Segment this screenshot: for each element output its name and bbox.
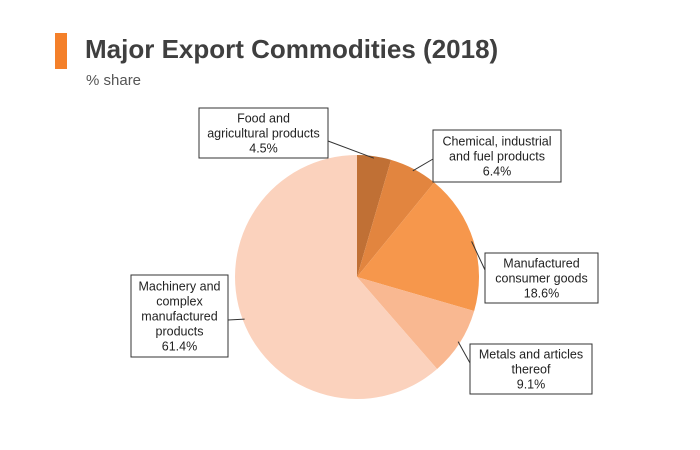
callout-leader-line: [457, 341, 471, 364]
pie-slice: [357, 159, 435, 277]
slice-category-label: Machinery and: [139, 280, 221, 294]
pie-slice: [234, 155, 438, 399]
slice-category-label: Metals and articles: [479, 348, 583, 362]
slice-category-label: agricultural products: [207, 127, 320, 141]
slice-category-label: complex: [156, 295, 203, 309]
slice-category-label: Chemical, industrial: [442, 135, 551, 149]
callout-leader-line: [412, 158, 434, 172]
callout-box: [432, 129, 562, 183]
pie-slice: [357, 155, 392, 277]
slice-category-label: Food and: [237, 112, 290, 126]
slice-value-label: 61.4%: [162, 340, 197, 354]
slice-category-label: Manufactured: [503, 257, 579, 271]
chart-title: Major Export Commodities (2018): [85, 34, 499, 64]
slice-value-label: 6.4%: [483, 165, 512, 179]
title-accent-bar: [55, 33, 67, 69]
slice-category-label: and fuel products: [449, 150, 545, 164]
slice-category-label: consumer goods: [495, 272, 587, 286]
callout-leader-line: [227, 318, 245, 321]
callout-box: [469, 343, 593, 395]
slice-category-label: products: [156, 325, 204, 339]
callout-leader-line: [327, 140, 375, 159]
callout-box: [484, 252, 599, 304]
callout-box: [130, 274, 229, 358]
pie-slices: [234, 155, 479, 399]
slice-category-label: manufactured: [141, 310, 217, 324]
callout-box: [198, 107, 329, 159]
pie-slice: [357, 277, 475, 370]
slice-category-label: thereof: [512, 363, 551, 377]
callout-leader-line: [471, 241, 486, 271]
chart-subtitle: % share: [86, 72, 142, 89]
slice-value-label: 4.5%: [249, 142, 278, 156]
pie-slice: [357, 182, 479, 312]
slice-value-label: 9.1%: [517, 378, 546, 392]
slice-value-label: 18.6%: [524, 287, 559, 301]
